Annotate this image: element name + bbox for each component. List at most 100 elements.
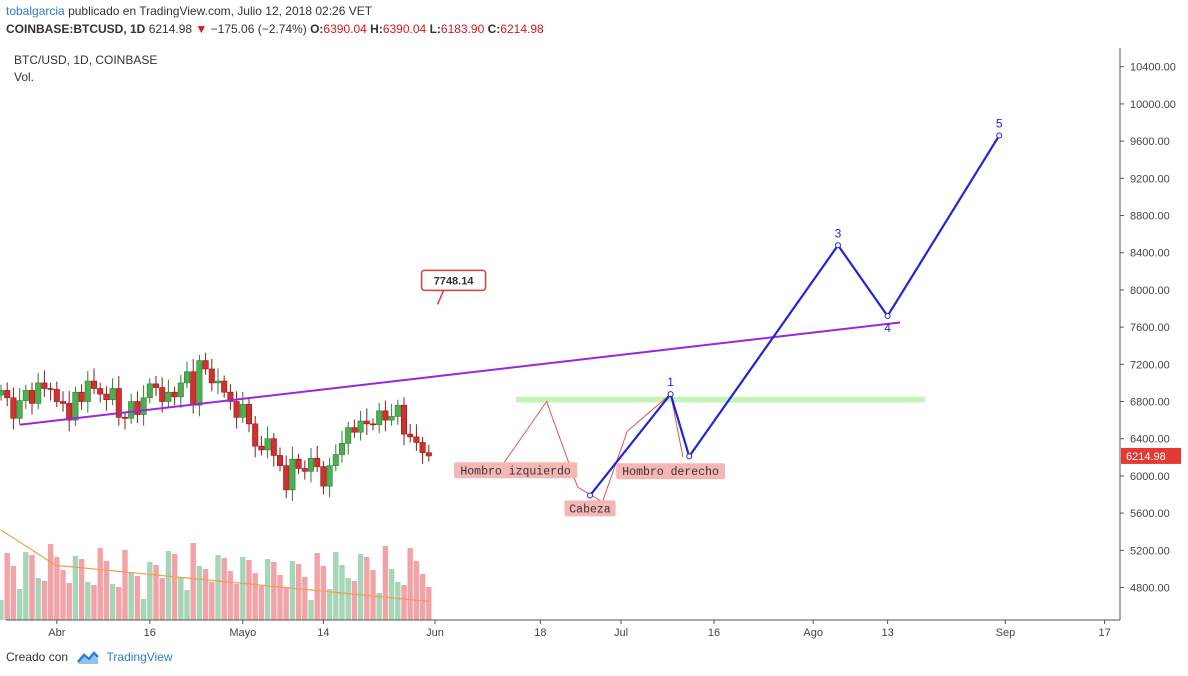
wave-label: 4 [884,321,891,335]
pattern-label-box [454,462,578,479]
y-tick-label: 8000.00 [1130,285,1170,297]
volume-bar [382,546,389,620]
volume-bar [283,588,289,620]
volume-bar [320,566,327,620]
x-tick-label: Sep [996,627,1016,639]
volume-bar [302,577,308,620]
candle-body [382,410,389,421]
price-callout-pointer [436,290,445,305]
y-tick-label: 5600.00 [1130,508,1170,520]
ohlc-line: COINBASE:BTCUSD, 1D 6214.98 ▼ −175.06 (−… [6,22,544,36]
candle-body [227,391,234,402]
candle-body [252,423,259,447]
candle-body [208,368,215,384]
volume-bar [0,600,4,620]
volume-bar [91,585,97,620]
candle-body [59,401,66,404]
chart-header: tobalgarcia publicado en TradingView.com… [0,0,1188,42]
candle-body [388,416,395,421]
high-label: H: [370,22,383,36]
candle-body [425,452,432,457]
wave-point [587,492,593,499]
volume-bar [314,553,320,620]
brand-name[interactable]: TradingView [106,650,173,664]
candle-body [338,443,345,455]
candle-body [215,380,222,384]
candle-body [276,455,283,466]
volume-bar [413,561,420,620]
volume-bar [295,564,302,620]
publish-info: tobalgarcia publicado en TradingView.com… [6,4,372,18]
wave-label: 5 [996,117,1003,131]
volume-bar [401,585,407,620]
volume-bar [47,544,54,620]
wave-label: 1 [667,375,674,389]
volume-bar [4,553,10,620]
candle-body [47,388,54,390]
candle-body [140,397,147,415]
symbol-full: COINBASE:BTCUSD, 1D [6,22,146,36]
legend-vol: Vol. [14,70,34,84]
volume-bar [29,555,35,620]
candle-body [171,391,178,398]
x-tick-label: 17 [1098,627,1110,639]
volume-bar [159,578,165,620]
volume-bar [153,565,159,620]
x-tick-label: 13 [881,627,893,639]
candle-body [270,438,277,456]
y-tick-label: 6800.00 [1130,397,1170,409]
wave-point [996,132,1003,139]
candle-body [202,360,209,370]
created-with: Creado con [6,650,69,664]
volume-bar [271,562,277,620]
candle-body [165,391,172,402]
volume-bar [240,557,246,620]
volume-bar [184,590,190,620]
pattern-label-box [564,500,616,517]
candle-body [128,401,135,419]
candle-body [394,404,401,417]
price-callout-box [420,269,487,292]
trendline [19,321,901,426]
y-tick-label: 8400.00 [1130,248,1170,260]
candle-body [376,410,383,426]
volume-bar [221,558,227,620]
tradingview-logo-icon [77,650,100,664]
candle-body [326,465,333,487]
volume-bar [171,554,178,620]
candle-body [301,468,308,472]
candle-body [66,403,73,421]
volume-bar [165,551,172,620]
x-tick-label: 16 [144,627,156,639]
head-shoulders-line [502,393,684,503]
wave-label: 3 [835,226,842,240]
volume-bar [395,582,401,620]
candle-body [184,371,191,384]
y-tick-label: 8800.00 [1130,211,1170,223]
candle-body [28,390,35,404]
volume-bar [23,552,29,620]
volume-bar [333,552,339,620]
candle-body [153,383,160,388]
published-text: publicado en TradingView.com, Julio 12, … [68,4,373,18]
candle-body [22,390,29,401]
volume-bar [376,593,382,620]
volume-bar [128,573,134,620]
author-name[interactable]: tobalgarcia [6,4,65,18]
volume-bar [326,589,333,620]
volume-bar [60,570,66,620]
candle-body [4,390,11,399]
x-tick-label: Jul [614,627,628,639]
volume-bar [388,569,395,620]
footer: Creado con TradingView [6,650,173,665]
candle-body [35,382,42,404]
volume-bar [233,584,240,620]
candle-body [264,438,271,451]
x-tick-label: 16 [708,627,720,639]
volume-bar [246,560,252,620]
candle-body [283,465,290,491]
x-tick-label: Abr [48,627,65,639]
candle-body [103,393,110,400]
y-tick-label: 10400.00 [1130,62,1176,74]
